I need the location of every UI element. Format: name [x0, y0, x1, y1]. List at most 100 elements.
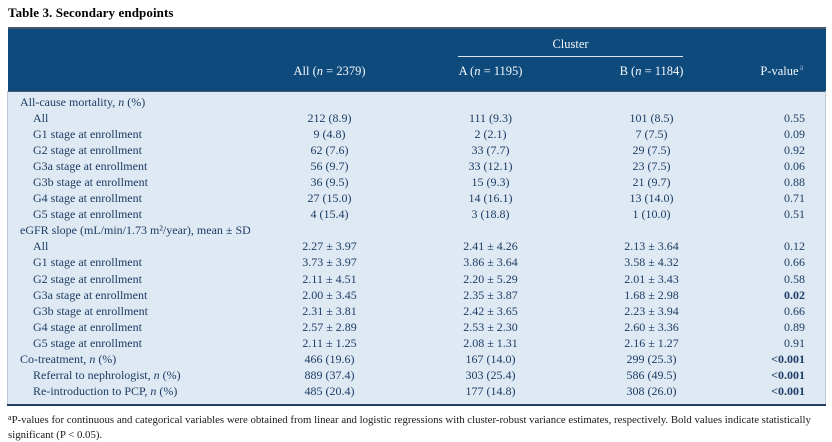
cell-cluster-a: 33 (7.7)	[409, 142, 572, 159]
cell-pvalue: 0.88	[731, 174, 827, 191]
footnote-marker: a	[8, 412, 12, 422]
column-header-empty	[7, 57, 250, 92]
row-label: All	[7, 238, 250, 255]
cell-cluster-b: 1 (10.0)	[571, 206, 732, 223]
row-label: G1 stage at enrollment	[7, 254, 250, 272]
cell-cluster-b: 2.13 ± 3.64	[571, 238, 732, 255]
cluster-header-row: Cluster	[7, 27, 826, 57]
cell-cluster-a: 33 (12.1)	[409, 158, 572, 175]
column-header-cluster-a: A (n = 1195)	[409, 57, 572, 92]
cell-cluster-a: 2.20 ± 5.29	[409, 271, 572, 288]
cell-pvalue: 0.12	[731, 238, 827, 255]
cell-all: 4 (15.4)	[249, 206, 410, 223]
table-row: All 2.27 ± 3.97 2.41 ± 4.26 2.13 ± 3.64 0.12	[7, 238, 827, 255]
cell-cluster-a: 3 (18.8)	[409, 206, 572, 223]
row-label: G5 stage at enrollment	[7, 335, 250, 352]
table-row: G3b stage at enrollment 36 (9.5) 15 (9.3) 2…	[7, 174, 827, 191]
section-header-row: All-cause mortality, n (%)	[7, 91, 827, 111]
cell-all: 2.11 ± 4.51	[249, 271, 410, 288]
cell-cluster-b: 308 (26.0)	[571, 383, 732, 406]
table-row: G1 stage at enrollment 3.73 ± 3.97 3.86 ± …	[7, 254, 827, 272]
cell-pvalue: 0.06	[731, 158, 827, 175]
cell-all: 2.57 ± 2.89	[249, 319, 410, 336]
cell-cluster-b: 1.68 ± 2.98	[571, 287, 732, 304]
secondary-endpoints-table: Cluster All (n = 2379) A (n = 1195) B (n…	[7, 27, 827, 406]
cell-pvalue: 0.51	[731, 206, 827, 223]
table-body: All-cause mortality, n (%) All 212 (8.9) 11…	[7, 91, 827, 406]
cell-pvalue: 0.66	[731, 303, 827, 320]
cell-pvalue: 0.58	[731, 271, 827, 288]
cell-all: 889 (37.4)	[249, 367, 410, 384]
cell-all	[249, 222, 410, 239]
cell-pvalue: <0.001	[731, 351, 827, 368]
cell-cluster-a: 14 (16.1)	[409, 190, 572, 207]
row-label: G2 stage at enrollment	[7, 142, 250, 159]
cell-cluster-b: 2.23 ± 3.94	[571, 303, 732, 320]
row-label: G3a stage at enrollment	[7, 287, 250, 304]
row-label: G3b stage at enrollment	[7, 174, 250, 191]
cell-all: 3.73 ± 3.97	[249, 254, 410, 272]
cell-cluster-a: 177 (14.8)	[409, 383, 572, 406]
cell-all: 36 (9.5)	[249, 174, 410, 191]
table-row: Re-introduction to PCP, n (%) 485 (20.4) 1…	[7, 383, 827, 406]
cell-cluster-b: 23 (7.5)	[571, 158, 732, 175]
cell-cluster-b: 2.01 ± 3.43	[571, 271, 732, 288]
column-header-all: All (n = 2379)	[249, 57, 410, 92]
table-row: G5 stage at enrollment 2.11 ± 1.25 2.08 ± …	[7, 335, 827, 352]
cell-all: 2.31 ± 3.81	[249, 303, 410, 320]
row-label: Re-introduction to PCP, n (%)	[7, 383, 250, 406]
table-row: G3b stage at enrollment 2.31 ± 3.81 2.42 ±…	[7, 303, 827, 320]
table-row: G3a stage at enrollment 56 (9.7) 33 (12.1)…	[7, 158, 827, 175]
row-label: All-cause mortality, n (%)	[7, 91, 250, 111]
column-header-row: All (n = 2379) A (n = 1195) B (n = 1184)…	[7, 57, 826, 92]
row-label: G1 stage at enrollment	[7, 126, 250, 143]
cell-pvalue: 0.66	[731, 254, 827, 272]
cell-cluster-b: 29 (7.5)	[571, 142, 732, 159]
header-spacer-pvalue	[731, 27, 826, 57]
table-row: G2 stage at enrollment 2.11 ± 4.51 2.20 ± …	[7, 271, 827, 288]
cell-cluster-a	[409, 91, 572, 111]
cell-cluster-a: 15 (9.3)	[409, 174, 572, 191]
cluster-header-cell: Cluster	[409, 27, 732, 57]
cell-all: 466 (19.6)	[249, 351, 410, 368]
cell-pvalue	[731, 91, 827, 111]
row-label: G3a stage at enrollment	[7, 158, 250, 175]
table-row: Referral to nephrologist, n (%) 889 (37.4…	[7, 367, 827, 384]
cell-pvalue: 0.02	[731, 287, 827, 304]
cell-pvalue: 0.92	[731, 142, 827, 159]
row-label: G5 stage at enrollment	[7, 206, 250, 223]
cell-cluster-a: 3.86 ± 3.64	[409, 254, 572, 272]
table-header: Cluster All (n = 2379) A (n = 1195) B (n…	[7, 27, 826, 92]
cell-pvalue: 0.09	[731, 126, 827, 143]
cell-all	[249, 91, 410, 111]
pvalue-footnote-marker: a	[799, 62, 804, 72]
cell-pvalue	[731, 222, 827, 239]
row-label: G4 stage at enrollment	[7, 190, 250, 207]
table-row: G2 stage at enrollment 62 (7.6) 33 (7.7) 29…	[7, 142, 827, 159]
cell-cluster-a: 2.08 ± 1.31	[409, 335, 572, 352]
row-label: All	[7, 110, 250, 127]
cluster-header-label: Cluster	[457, 37, 684, 57]
cell-pvalue: <0.001	[731, 367, 827, 384]
table-row: G4 stage at enrollment 2.57 ± 2.89 2.53 ± …	[7, 319, 827, 336]
cell-cluster-a: 2.42 ± 3.65	[409, 303, 572, 320]
table-title: Table 3. Secondary endpoints	[8, 5, 174, 20]
cell-cluster-b: 13 (14.0)	[571, 190, 732, 207]
footnote: aP-values for continuous and categorical…	[8, 413, 824, 442]
table-row: G4 stage at enrollment 27 (15.0) 14 (16.1)…	[7, 190, 827, 207]
cell-all: 62 (7.6)	[249, 142, 410, 159]
cell-cluster-b: 2.16 ± 1.27	[571, 335, 732, 352]
cell-cluster-b: 21 (9.7)	[571, 174, 732, 191]
cell-cluster-b: 2.60 ± 3.36	[571, 319, 732, 336]
cell-cluster-a: 2.41 ± 4.26	[409, 238, 572, 255]
cell-pvalue: <0.001	[731, 383, 827, 406]
cell-cluster-a: 2 (2.1)	[409, 126, 572, 143]
cell-pvalue: 0.89	[731, 319, 827, 336]
cell-cluster-b: 299 (25.3)	[571, 351, 732, 368]
cell-cluster-b: 586 (49.5)	[571, 367, 732, 384]
cell-all: 27 (15.0)	[249, 190, 410, 207]
row-label: G3b stage at enrollment	[7, 303, 250, 320]
section-header-row: eGFR slope (mL/min/1.73 m²/year), mean ±…	[7, 222, 827, 239]
table-row: Co-treatment, n (%) 466 (19.6) 167 (14.0) 2…	[7, 351, 827, 368]
